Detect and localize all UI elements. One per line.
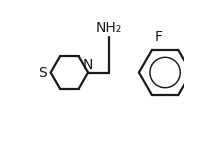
Text: F: F	[155, 30, 163, 44]
Text: N: N	[83, 58, 93, 72]
Text: S: S	[38, 66, 46, 80]
Text: NH₂: NH₂	[95, 21, 121, 35]
